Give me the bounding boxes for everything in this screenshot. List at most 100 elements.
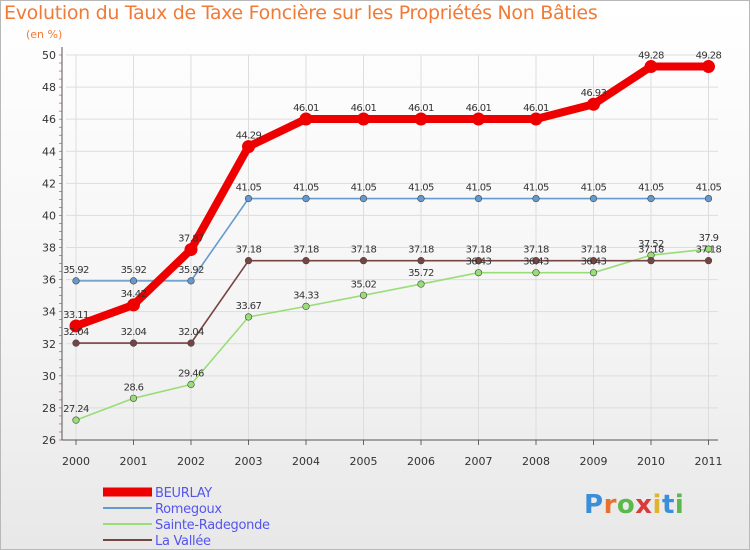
data-label: 37.18 — [408, 245, 434, 256]
data-point — [474, 257, 483, 265]
data-point — [417, 194, 425, 203]
data-point — [357, 112, 370, 126]
data-label: 29.46 — [178, 368, 204, 379]
data-point — [644, 60, 658, 74]
data-label: 32.04 — [63, 327, 89, 338]
data-label: 35.72 — [408, 268, 434, 279]
data-point — [532, 257, 540, 265]
data-point — [647, 257, 655, 265]
legend-item: Sainte-Radegonde — [103, 518, 270, 533]
data-label: 41.05 — [696, 183, 722, 194]
data-label: 37.18 — [523, 245, 549, 256]
data-point — [359, 291, 368, 299]
series-romegoux — [72, 194, 713, 285]
data-label: 46.01 — [523, 103, 549, 114]
data-label: 49.28 — [638, 51, 664, 62]
data-label: 34.33 — [293, 290, 319, 301]
data-label: 37.18 — [466, 245, 492, 256]
data-point — [187, 380, 195, 389]
data-point — [647, 194, 655, 203]
data-label: 33.11 — [63, 310, 89, 321]
data-label: 37.18 — [638, 245, 664, 256]
data-point — [242, 140, 255, 154]
y-tick-label: 48 — [42, 81, 56, 94]
x-tick-label: 2000 — [62, 455, 90, 468]
legend-label: BEURLAY — [155, 486, 212, 501]
axes: 26 28 30 32 34 36 38 40 42 44 46 48 50 2000 2001 2002 20… — [42, 47, 723, 468]
legend-item: Romegoux — [103, 502, 223, 517]
y-tick-label: 44 — [42, 145, 56, 158]
value-labels: 33.11 34.42 37.87 44.29 46.01 46.01 46.01 46.01… — [63, 51, 722, 416]
data-point — [244, 194, 253, 203]
data-label: 41.05 — [638, 183, 664, 194]
data-point — [72, 339, 80, 347]
x-tick-label: 2010 — [637, 455, 665, 468]
y-tick-label: 38 — [42, 242, 56, 255]
data-label: 41.05 — [236, 183, 262, 194]
logo-letter: x — [635, 490, 653, 520]
data-label: 33.67 — [236, 301, 262, 312]
data-label: 35.92 — [63, 265, 89, 276]
series-line — [75, 197, 710, 282]
y-tick-label: 42 — [42, 177, 56, 190]
data-point — [129, 339, 138, 347]
data-label: 35.92 — [178, 265, 204, 276]
legend-label: Romegoux — [155, 502, 222, 517]
data-label: 36.43 — [466, 257, 492, 268]
data-point — [187, 339, 195, 347]
data-point — [529, 112, 543, 126]
data-label: 37.18 — [581, 245, 607, 256]
data-point — [474, 194, 483, 203]
data-point — [359, 257, 368, 265]
data-point — [129, 394, 138, 402]
x-tick-label: 2007 — [465, 455, 493, 468]
logo-letter: i — [652, 490, 662, 520]
legend-label: La Vallée — [155, 534, 211, 549]
data-label: 46.93 — [581, 88, 607, 99]
data-label: 37.87 — [178, 234, 204, 245]
proxiti-logo: Proxiti — [584, 490, 684, 520]
data-point — [359, 194, 368, 203]
data-label: 46.01 — [466, 103, 492, 114]
data-point — [184, 243, 198, 257]
data-label: 28.6 — [124, 382, 144, 393]
data-label: 35.92 — [121, 265, 147, 276]
data-label: 41.05 — [351, 183, 377, 194]
legend-label: Sainte-Radegonde — [155, 518, 270, 533]
data-label: 37.52 — [638, 239, 664, 250]
data-point — [532, 194, 540, 203]
data-label: 49.28 — [696, 51, 722, 62]
y-tick-label: 32 — [42, 338, 56, 351]
series-sainte-radegonde — [72, 245, 713, 424]
y-tick-label: 26 — [42, 434, 56, 447]
logo-letter: i — [674, 490, 685, 520]
data-point — [129, 277, 138, 285]
data-label: 41.05 — [581, 183, 607, 194]
data-point — [417, 257, 425, 265]
data-point — [704, 245, 713, 253]
data-point — [244, 257, 253, 265]
data-point — [69, 319, 83, 333]
data-label: 35.02 — [351, 279, 377, 290]
y-tick-label: 50 — [42, 49, 56, 62]
data-label: 32.04 — [121, 327, 147, 338]
data-label: 46.01 — [351, 103, 377, 114]
data-label: 37.18 — [696, 245, 722, 256]
data-point — [299, 112, 313, 126]
x-tick-label: 2011 — [695, 455, 723, 468]
data-point — [244, 313, 253, 321]
x-tick-label: 2005 — [350, 455, 378, 468]
data-point — [302, 257, 310, 265]
y-tick-label: 30 — [42, 370, 56, 383]
x-tick-label: 2001 — [120, 455, 148, 468]
data-label: 34.42 — [121, 289, 147, 300]
data-label: 37.18 — [293, 245, 319, 256]
x-tick-label: 2008 — [522, 455, 550, 468]
x-tick-label: 2009 — [580, 455, 608, 468]
data-label: 41.05 — [523, 183, 549, 194]
series-line — [75, 248, 710, 421]
data-point — [589, 194, 598, 203]
data-point — [532, 269, 540, 277]
data-point — [187, 277, 195, 285]
